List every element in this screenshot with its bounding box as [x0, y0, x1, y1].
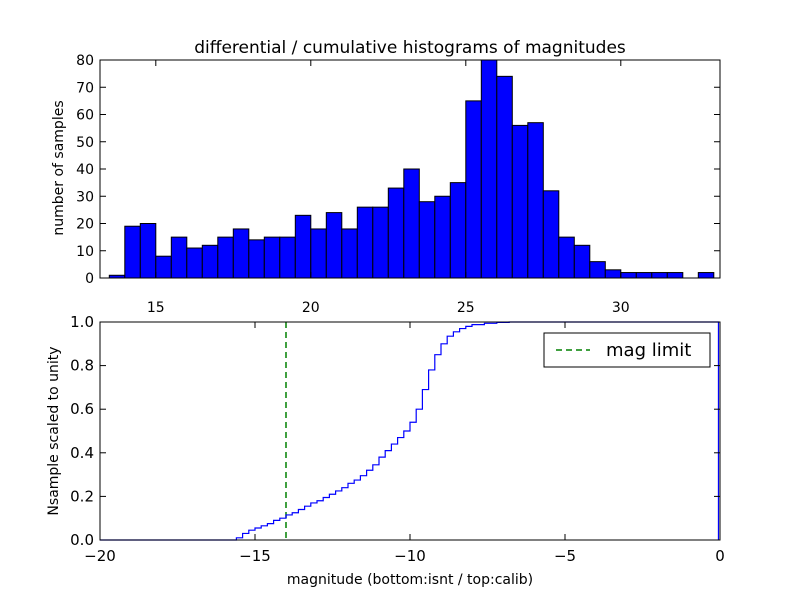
histogram-bar: [372, 206, 389, 279]
legend: mag limit: [543, 332, 711, 368]
y-tick-label: 60: [76, 108, 94, 124]
histogram-bar: [527, 122, 544, 279]
x-tick-label: 0: [715, 547, 725, 565]
x-tick-label: 30: [612, 300, 630, 316]
histogram-bar: [666, 272, 684, 279]
y-tick-label: 0: [85, 271, 94, 287]
x-tick-label: 15: [147, 300, 165, 316]
y-tick-label: 0.8: [70, 357, 94, 375]
y-tick-label: 40: [76, 162, 94, 178]
cumulative-lines: [100, 321, 720, 541]
histogram-bar: [434, 195, 451, 279]
y-tick-label: 0.0: [70, 531, 94, 549]
histogram-bar: [279, 236, 296, 279]
histogram-bar: [589, 261, 606, 279]
y-tick-label: 0.6: [70, 400, 94, 418]
cumulative-step-line: [100, 321, 720, 541]
x-tick-label: −5: [554, 547, 576, 565]
y-tick-label: 1.0: [70, 313, 94, 331]
histogram-bar: [418, 201, 436, 279]
cumulative-panel: Nsample scaled to unity magnitude (botto…: [46, 313, 725, 588]
histogram-bar: [496, 75, 513, 279]
histogram-bar: [139, 223, 157, 279]
histogram-panel: differential / cumulative histograms of …: [51, 38, 721, 316]
y-axis-label-cumulative: Nsample scaled to unity: [46, 346, 62, 515]
y-tick-label: 0.4: [70, 444, 94, 462]
histogram-bar: [248, 239, 265, 279]
x-tick-label: −15: [239, 547, 271, 565]
histogram-axes-frame: [99, 59, 721, 279]
y-tick-label: 30: [76, 189, 94, 205]
y-tick-label: 80: [76, 53, 94, 69]
x-tick-label: −10: [394, 547, 426, 565]
histogram-bar: [651, 272, 668, 279]
histogram-tick-labels: 15 20 25 30 0 10 20 30 40 50 60 70 80: [76, 53, 630, 316]
histogram-bar: [294, 214, 312, 279]
histogram-bar: [217, 236, 234, 279]
histogram-bar: [310, 228, 327, 279]
histogram-bar: [356, 206, 374, 279]
y-tick-label: 10: [76, 244, 94, 260]
histogram-bar: [697, 272, 715, 279]
histogram-bar: [232, 228, 250, 279]
histogram-bar: [573, 244, 591, 279]
legend-label: mag limit: [606, 340, 691, 361]
y-axis-label: number of samples: [51, 100, 67, 235]
histogram-bar: [124, 225, 141, 279]
histogram-bar: [635, 272, 653, 279]
y-tick-label: 20: [76, 217, 94, 233]
histogram-bar: [465, 100, 482, 279]
y-tick-label: 50: [76, 135, 94, 151]
histogram-bar: [604, 269, 622, 279]
chart-title: differential / cumulative histograms of …: [194, 38, 626, 58]
x-tick-label: −20: [84, 547, 116, 565]
histogram-bar: [620, 272, 637, 279]
histogram-bar: [155, 255, 172, 279]
y-tick-label: 0.2: [70, 487, 94, 505]
y-tick-label: 70: [76, 80, 94, 96]
x-axis-label: magnitude (bottom:isnt / top:calib): [287, 572, 533, 588]
histogram-bar: [201, 244, 219, 279]
histogram-bar: [387, 187, 405, 279]
histogram-bar: [558, 236, 575, 279]
histogram-bars: [108, 59, 715, 279]
x-tick-label: 20: [302, 300, 320, 316]
histogram-bar: [542, 190, 560, 279]
cumulative-axes-frame: [99, 321, 721, 541]
cumulative-tick-labels: −20 −15 −10 −5 0 0.0 0.2 0.4 0.6 0.8 1.0: [70, 313, 725, 565]
histogram-bar: [186, 247, 203, 279]
histogram-bar: [325, 212, 343, 279]
histogram-bar: [170, 236, 188, 279]
histogram-bar: [263, 236, 281, 279]
histogram-bar: [480, 59, 498, 279]
histogram-bar: [341, 228, 358, 279]
histogram-bar: [449, 182, 467, 279]
x-tick-label: 25: [457, 300, 475, 316]
histogram-bar: [403, 168, 420, 279]
histogram-bar: [511, 124, 529, 279]
